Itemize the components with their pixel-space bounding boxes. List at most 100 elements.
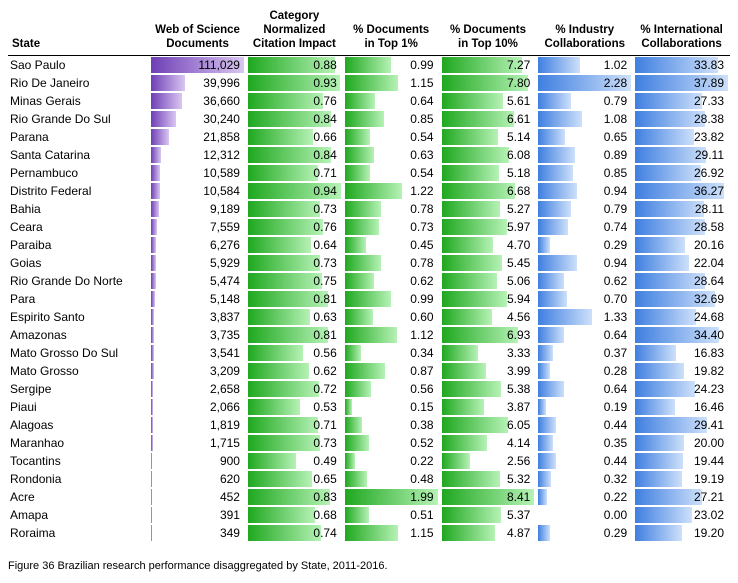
- ind-cell: 1.33: [536, 308, 633, 326]
- table-row: Minas Gerais36,6600.760.645.610.7927.33: [8, 92, 730, 110]
- cnci-bar: [248, 381, 319, 397]
- ind-bar: [538, 399, 546, 415]
- top10-cell: 4.14: [440, 434, 537, 452]
- top10-bar: [442, 435, 488, 451]
- top10-cell: 6.61: [440, 110, 537, 128]
- top1-cell: 0.78: [343, 254, 440, 272]
- docs-value: 620: [220, 471, 240, 487]
- top1-value: 0.22: [410, 453, 433, 469]
- top1-cell: 0.99: [343, 56, 440, 75]
- intl-value: 29.41: [694, 417, 724, 433]
- top10-bar: [442, 417, 509, 433]
- top1-bar: [345, 201, 381, 217]
- ind-value: 0.64: [604, 381, 627, 397]
- intl-value: 26.92: [694, 165, 724, 181]
- cnci-cell: 0.93: [246, 74, 343, 92]
- cnci-value: 0.63: [313, 309, 336, 325]
- table-row: Alagoas1,8190.710.386.050.4429.41: [8, 416, 730, 434]
- ind-cell: 0.29: [536, 524, 633, 542]
- top1-bar: [345, 327, 397, 343]
- cnci-value: 0.93: [313, 75, 336, 91]
- cnci-value: 0.62: [313, 363, 336, 379]
- top1-bar: [345, 471, 367, 487]
- docs-cell: 900: [149, 452, 246, 470]
- cnci-cell: 0.76: [246, 218, 343, 236]
- intl-bar: [635, 237, 684, 253]
- docs-value: 3,735: [210, 327, 240, 343]
- state-cell: Espirito Santo: [8, 308, 149, 326]
- intl-cell: 28.38: [633, 110, 730, 128]
- intl-bar: [635, 525, 682, 541]
- state-cell: Sergipe: [8, 380, 149, 398]
- intl-bar: [635, 129, 693, 145]
- intl-value: 28.11: [695, 201, 724, 217]
- cnci-bar: [248, 273, 322, 289]
- top10-bar: [442, 525, 496, 541]
- docs-bar: [151, 147, 161, 163]
- top10-cell: 5.97: [440, 218, 537, 236]
- table-row: Mato Grosso3,2090.620.873.990.2819.82: [8, 362, 730, 380]
- top10-value: 3.33: [507, 345, 530, 361]
- cnci-cell: 0.64: [246, 236, 343, 254]
- top1-bar: [345, 219, 379, 235]
- table-body: Sao Paulo111,0290.880.997.271.0233.83Rio…: [8, 56, 730, 543]
- intl-cell: 37.89: [633, 74, 730, 92]
- col-header-cnci: Category Normalized Citation Impact: [246, 8, 343, 56]
- cnci-bar: [248, 525, 321, 541]
- docs-bar: [151, 237, 156, 253]
- ind-bar: [538, 417, 556, 433]
- state-cell: Bahia: [8, 200, 149, 218]
- top1-value: 0.38: [410, 417, 433, 433]
- ind-value: 0.94: [604, 183, 627, 199]
- ind-bar: [538, 453, 556, 469]
- docs-value: 5,474: [210, 273, 240, 289]
- top1-value: 0.62: [410, 273, 433, 289]
- top1-value: 1.12: [410, 327, 433, 343]
- cnci-cell: 0.66: [246, 128, 343, 146]
- top1-bar: [345, 381, 371, 397]
- intl-bar: [635, 93, 702, 109]
- intl-cell: 19.19: [633, 470, 730, 488]
- top1-value: 0.78: [410, 201, 433, 217]
- cnci-value: 0.76: [313, 93, 336, 109]
- top1-cell: 0.99: [343, 290, 440, 308]
- docs-value: 3,837: [210, 309, 240, 325]
- state-cell: Tocantins: [8, 452, 149, 470]
- top1-value: 1.99: [410, 489, 433, 505]
- top1-cell: 1.15: [343, 74, 440, 92]
- ind-cell: 0.35: [536, 434, 633, 452]
- top1-bar: [345, 75, 399, 91]
- ind-value: 2.28: [604, 75, 627, 91]
- top10-value: 7.80: [507, 75, 530, 91]
- top10-value: 6.61: [507, 111, 530, 127]
- top10-value: 2.56: [507, 453, 530, 469]
- state-cell: Mato Grosso: [8, 362, 149, 380]
- table-row: Bahia9,1890.730.785.270.7928.11: [8, 200, 730, 218]
- top1-bar: [345, 525, 399, 541]
- top10-value: 6.68: [507, 183, 530, 199]
- intl-value: 29.11: [695, 147, 724, 163]
- docs-value: 349: [220, 525, 240, 541]
- top10-value: 4.70: [507, 237, 530, 253]
- cnci-value: 0.66: [313, 129, 336, 145]
- docs-bar: [151, 75, 184, 91]
- ind-value: 0.62: [604, 273, 627, 289]
- top1-value: 1.15: [410, 525, 433, 541]
- top10-value: 5.14: [507, 129, 530, 145]
- cnci-bar: [248, 237, 311, 253]
- state-cell: Maranhao: [8, 434, 149, 452]
- cnci-value: 0.56: [313, 345, 336, 361]
- top1-value: 0.85: [410, 111, 433, 127]
- docs-cell: 21,858: [149, 128, 246, 146]
- top1-bar: [345, 165, 370, 181]
- intl-cell: 19.44: [633, 452, 730, 470]
- state-cell: Ceara: [8, 218, 149, 236]
- top1-cell: 1.99: [343, 488, 440, 506]
- col-header-docs: Web of Science Documents: [149, 8, 246, 56]
- cnci-bar: [248, 471, 312, 487]
- intl-value: 23.82: [694, 129, 724, 145]
- intl-value: 28.38: [694, 111, 724, 127]
- intl-value: 22.04: [694, 255, 724, 271]
- ind-bar: [538, 309, 592, 325]
- ind-bar: [538, 129, 564, 145]
